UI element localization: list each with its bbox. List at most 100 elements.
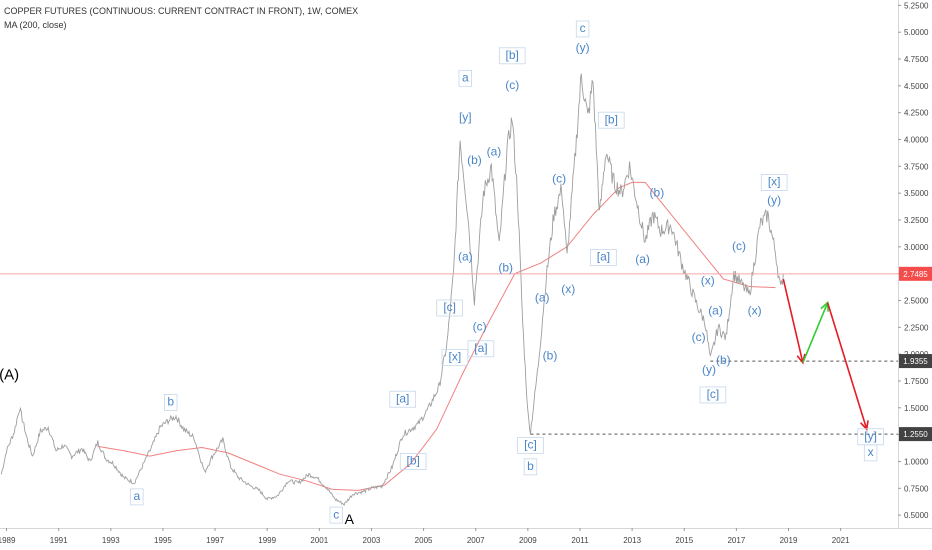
time-axis[interactable]: 1989 1991 1993 1995 1997 1999 2001 2003 2005 2007… (0, 528, 850, 545)
y-tick-label: 3.7500 (904, 162, 929, 171)
x-tick-label: 2009 (519, 536, 537, 545)
price-badge-1 (899, 354, 932, 369)
y-tick-label: 0.5000 (904, 511, 929, 520)
wave-label-text: (c) (473, 319, 487, 333)
wave-label-35: (b) (716, 353, 731, 367)
wave-label-box (523, 458, 538, 476)
wave-label-text: (a) (635, 252, 650, 266)
wave-label-18: (b) (498, 260, 513, 274)
wave-label-12: (a) (458, 250, 473, 264)
symbol-title[interactable]: COPPER FUTURES (CONTINUOUS: CURRENT CONT… (4, 6, 359, 16)
wave-label-box (436, 299, 463, 317)
wave-label-text: (x) (748, 303, 762, 317)
x-tick-label: 2019 (780, 536, 798, 545)
wave-label-text: (c) (732, 239, 746, 253)
wave-label-text: (b) (716, 353, 731, 367)
wave-label-text: (c) (692, 330, 706, 344)
y-tick-label: 2.5000 (904, 296, 929, 305)
x-tick-label: 1991 (50, 536, 68, 545)
projection-arrow-0 (782, 278, 804, 363)
wave-label-4: A (345, 511, 355, 527)
wave-label-text: [a] (396, 391, 409, 405)
wave-label-text: A (345, 511, 355, 527)
wave-label-8: [x] (441, 348, 469, 366)
wave-label-text: [b] (406, 454, 419, 468)
wave-label-box (498, 47, 526, 65)
horizontal-levels-layer (0, 273, 898, 435)
y-tick-label: 5.0000 (904, 28, 929, 37)
y-tick-label: 5.2500 (904, 1, 929, 10)
ma-200-line (97, 181, 776, 491)
wave-label-box (863, 444, 878, 462)
y-tick-label: 1.5000 (904, 404, 929, 413)
x-tick-label: 1993 (102, 536, 120, 545)
wave-label-13: (c) (473, 319, 487, 333)
wave-label-box (441, 348, 469, 366)
wave-label-11: (b) (467, 153, 482, 167)
x-tick-label: 2011 (571, 536, 589, 545)
wave-label-text: (y) (576, 40, 590, 54)
wave-label-40: (y) (767, 193, 781, 207)
chart-header: COPPER FUTURES (CONTINUOUS: CURRENT CONT… (4, 4, 358, 32)
wave-label-23: (c) (552, 171, 566, 185)
indicator-legend[interactable]: MA (200, close) (4, 20, 67, 30)
wave-label-text: [c] (443, 300, 456, 314)
wave-label-box (590, 249, 617, 266)
wave-label-text: (x) (701, 273, 715, 287)
y-tick-label: 2.2500 (904, 323, 929, 332)
projection-arrow-1 (802, 302, 829, 364)
wave-label-box (597, 111, 625, 129)
wave-label-box (458, 69, 472, 87)
wave-label-text: b (167, 395, 174, 409)
x-tick-label: 2013 (623, 536, 641, 545)
wave-label-22: (b) (543, 348, 558, 362)
wave-label-text: a (462, 71, 469, 85)
wave-label-14: [a] (467, 340, 495, 358)
wave-label-text: [a] (474, 341, 487, 355)
wave-label-6: [b] (399, 453, 427, 470)
x-tick-label: 1989 (0, 536, 16, 545)
wave-label-text: (b) (543, 348, 558, 362)
projection-arrow-head-0 (796, 353, 806, 365)
wave-label-box (164, 394, 178, 411)
wave-label-text: [y] (459, 110, 472, 124)
y-tick-label: 3.5000 (904, 189, 929, 198)
projection-arrow-head-1 (820, 300, 829, 312)
wave-label-20: b (523, 458, 538, 476)
wave-label-42: x (863, 444, 878, 462)
price-series-line (0, 73, 784, 507)
x-tick-label: 1997 (206, 536, 224, 545)
wave-label-text: [c] (524, 438, 537, 452)
wave-label-0: (A) (0, 367, 19, 384)
wave-label-29: (a) (635, 252, 650, 266)
wave-label-box (575, 20, 590, 38)
wave-label-text: (b) (650, 185, 665, 199)
wave-label-text: x (868, 445, 874, 459)
wave-label-15: (a) (487, 145, 502, 159)
wave-label-text: (b) (498, 260, 513, 274)
x-tick-label: 2005 (415, 536, 433, 545)
x-tick-label: 2015 (675, 536, 693, 545)
wave-label-text: (x) (561, 282, 575, 296)
x-tick-label: 2021 (832, 536, 850, 545)
wave-label-box (699, 386, 727, 404)
projection-arrows-layer (782, 278, 869, 432)
wave-label-25: c (575, 20, 590, 38)
wave-label-text: b (527, 459, 534, 473)
x-tick-label: 2007 (467, 536, 485, 545)
y-tick-label: 4.2500 (904, 109, 929, 118)
price-badge-label: 2.7485 (903, 270, 928, 279)
wave-label-box (467, 340, 495, 358)
wave-label-2: a (130, 488, 144, 506)
wave-label-text: [b] (605, 112, 618, 126)
price-badge-2 (899, 427, 932, 442)
wave-label-text: (a) (487, 145, 502, 159)
wave-label-text: [x] (768, 175, 781, 189)
wave-label-text: (y) (767, 193, 781, 207)
wave-label-text: (a) (708, 303, 723, 317)
wave-label-1: b (164, 394, 178, 411)
wave-label-text: [y] (864, 429, 877, 443)
wave-label-3: c (329, 506, 343, 524)
